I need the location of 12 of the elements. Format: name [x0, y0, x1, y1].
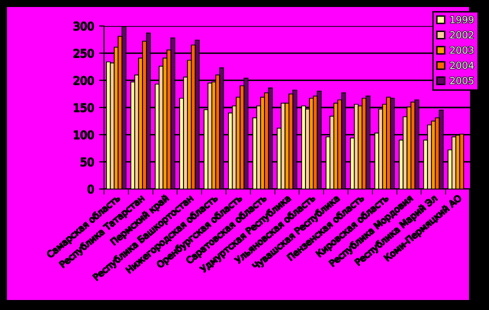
y-tick-label: 0 — [88, 184, 94, 194]
y-tick-label: 300 — [74, 22, 94, 30]
legend-label: 1999 — [450, 16, 474, 24]
legend-label: 2002 — [450, 31, 474, 39]
legend-label: 2004 — [450, 62, 474, 70]
y-tick-label: 50 — [80, 158, 94, 166]
y-tick-label: 100 — [74, 130, 94, 140]
y-tick-label: 150 — [74, 103, 94, 112]
legend-label: 2003 — [450, 46, 474, 54]
y-tick-label: 200 — [74, 76, 94, 85]
legend-label: 2005 — [450, 76, 474, 84]
y-tick-label: 250 — [74, 49, 94, 58]
